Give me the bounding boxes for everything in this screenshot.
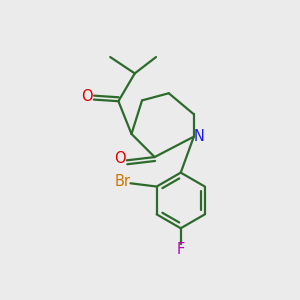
Text: Br: Br <box>114 174 130 189</box>
Text: F: F <box>177 242 185 257</box>
Text: N: N <box>193 129 204 144</box>
Text: O: O <box>82 89 93 104</box>
Text: O: O <box>115 151 126 166</box>
